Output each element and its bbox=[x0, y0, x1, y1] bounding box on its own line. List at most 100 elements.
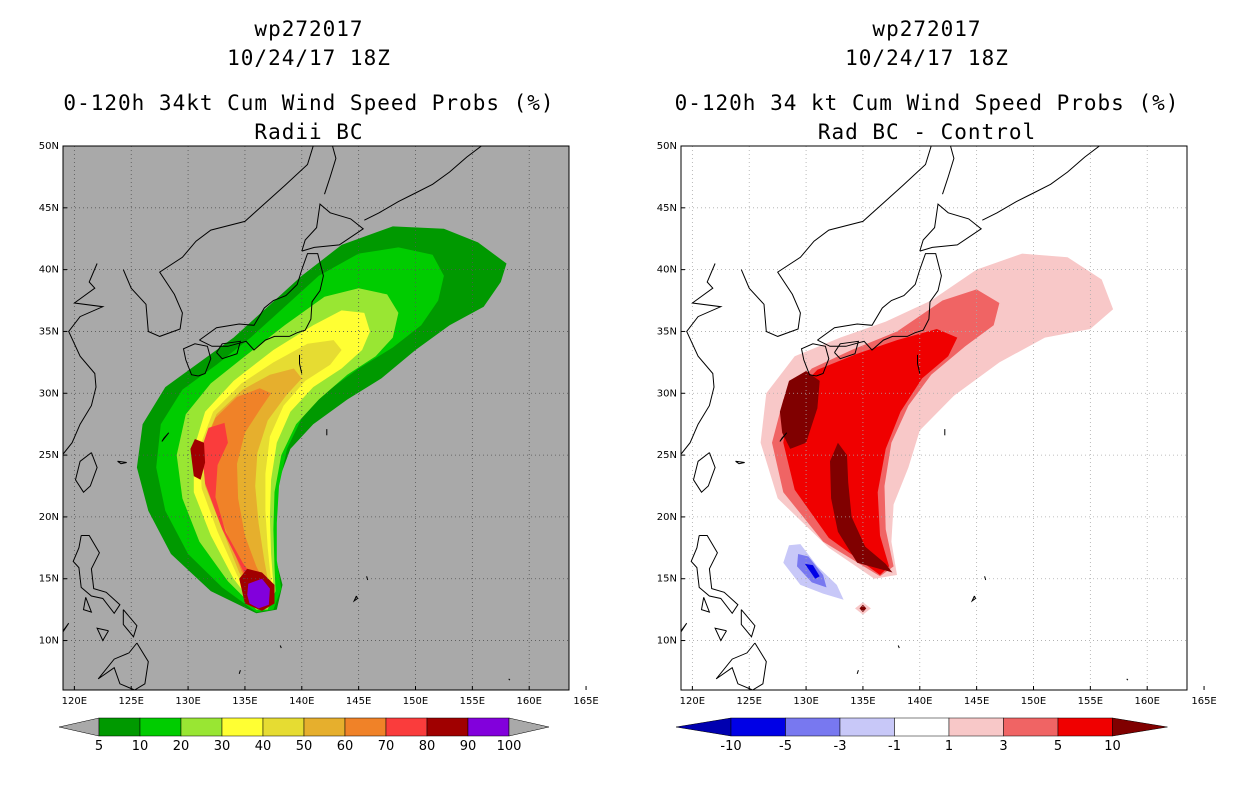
chart-title: 0-120h 34kt Cum Wind Speed Probs (%) bbox=[63, 91, 555, 115]
coastline bbox=[970, 595, 977, 603]
x-tick-label: 135E bbox=[850, 696, 875, 707]
colorbar-label: 70 bbox=[378, 739, 395, 754]
colorbar-box bbox=[139, 717, 182, 737]
colorbar-label: -5 bbox=[779, 739, 792, 754]
colorbar-label: 10 bbox=[1104, 739, 1121, 754]
colorbar-box bbox=[262, 717, 305, 737]
colorbar-arrow-low bbox=[58, 717, 100, 737]
chart-svg: 120E 125E 130E 135E 140E 145E 150E 155E 160E 165E… bbox=[657, 141, 1217, 754]
y-tick-label: 50N bbox=[657, 141, 677, 152]
coastline bbox=[72, 535, 121, 615]
colorbar-label: -1 bbox=[888, 739, 901, 754]
coastline bbox=[779, 432, 788, 442]
coastline bbox=[182, 343, 212, 377]
colorbar-label: 30 bbox=[214, 739, 231, 754]
y-tick-label: 25N bbox=[657, 450, 677, 461]
colorbar-label: 10 bbox=[132, 739, 149, 754]
chart-storm-id: wp272017 bbox=[872, 17, 982, 41]
x-tick-label: 135E bbox=[232, 696, 257, 707]
x-tick-label: 145E bbox=[964, 696, 989, 707]
coastline bbox=[161, 432, 170, 442]
x-tick-label: 140E bbox=[289, 696, 314, 707]
colorbar-box bbox=[467, 717, 510, 737]
x-tick-label: 165E bbox=[1191, 696, 1216, 707]
coastline bbox=[897, 645, 900, 649]
coastline bbox=[82, 597, 93, 613]
y-tick-label: 35N bbox=[657, 326, 677, 337]
plot-frame bbox=[62, 145, 570, 691]
colorbar-box bbox=[426, 717, 469, 737]
x-tick-label: 165E bbox=[573, 696, 598, 707]
coastline bbox=[692, 452, 716, 493]
colorbar-label: 5 bbox=[1054, 739, 1062, 754]
coastline bbox=[715, 642, 767, 690]
chart-title: 0-120h 34 kt Cum Wind Speed Probs (%) bbox=[674, 91, 1180, 115]
colorbar-box bbox=[180, 717, 223, 737]
contour-level-10 bbox=[830, 442, 893, 573]
y-tick-label: 30N bbox=[39, 388, 59, 399]
colorbar-label: -10 bbox=[720, 739, 741, 754]
coastline bbox=[982, 146, 1100, 221]
colorbar-box bbox=[344, 717, 387, 737]
colorbar-box bbox=[98, 717, 141, 737]
x-tick-label: 160E bbox=[516, 696, 541, 707]
coastline bbox=[508, 678, 511, 681]
colorbar-box bbox=[948, 717, 1004, 737]
chart-date: 10/24/17 18Z bbox=[227, 46, 391, 70]
coastline bbox=[117, 460, 127, 465]
coastline bbox=[984, 576, 987, 581]
colorbar-label: 20 bbox=[173, 739, 190, 754]
colorbar-label: 50 bbox=[296, 739, 313, 754]
coastline bbox=[917, 354, 921, 374]
colorbar-arrow-low bbox=[675, 717, 732, 737]
colorbar-box bbox=[785, 717, 841, 737]
x-tick-label: 120E bbox=[62, 696, 87, 707]
y-tick-label: 20N bbox=[657, 512, 677, 523]
coastline bbox=[122, 609, 138, 638]
coastline bbox=[96, 627, 109, 642]
coastline bbox=[299, 354, 303, 374]
x-tick-label: 150E bbox=[403, 696, 428, 707]
coastline bbox=[364, 146, 482, 221]
x-tick-label: 130E bbox=[175, 696, 200, 707]
colorbar-label: 40 bbox=[255, 739, 272, 754]
y-tick-label: 15N bbox=[39, 574, 59, 585]
colorbar-box bbox=[303, 717, 346, 737]
colorbar-label: -3 bbox=[834, 739, 847, 754]
x-tick-label: 120E bbox=[680, 696, 705, 707]
colorbar-label: 60 bbox=[337, 739, 354, 754]
y-tick-label: 10N bbox=[657, 636, 677, 647]
contour-level-neg5 bbox=[804, 563, 820, 579]
chart-svg: 120E 125E 130E 135E 140E 145E 150E 155E 160E 165E… bbox=[39, 141, 599, 754]
plot-area bbox=[63, 146, 569, 690]
y-tick-label: 45N bbox=[39, 203, 59, 214]
coastline bbox=[352, 595, 359, 603]
chart-panel-difference: wp272017 10/24/17 18Z 0-120h 34 kt Cum W… bbox=[618, 0, 1236, 800]
contour-level-70 bbox=[201, 422, 261, 601]
colorbar-box bbox=[221, 717, 264, 737]
y-tick-label: 35N bbox=[39, 326, 59, 337]
coastline bbox=[690, 535, 739, 615]
coastline bbox=[122, 146, 314, 337]
y-tick-label: 45N bbox=[657, 203, 677, 214]
y-tick-label: 10N bbox=[39, 636, 59, 647]
contour-level-10 bbox=[859, 604, 867, 613]
y-tick-label: 15N bbox=[657, 574, 677, 585]
coastline bbox=[740, 609, 756, 638]
colorbar-arrow-high bbox=[1112, 717, 1168, 737]
coastline bbox=[97, 642, 149, 690]
plot-frame bbox=[680, 145, 1188, 691]
colorbar-box bbox=[1057, 717, 1113, 737]
coastline bbox=[817, 253, 942, 351]
coastline bbox=[735, 460, 745, 465]
contour-level-10 bbox=[779, 371, 820, 449]
coastline bbox=[800, 343, 830, 377]
coastline bbox=[324, 146, 337, 195]
coastline bbox=[834, 340, 860, 360]
coastline bbox=[63, 263, 105, 455]
coastline bbox=[238, 670, 241, 675]
contour-level-90 bbox=[247, 578, 270, 609]
coastline bbox=[74, 452, 98, 493]
chart-panel-radii-bc: wp272017 10/24/17 18Z 0-120h 34kt Cum Wi… bbox=[39, 17, 599, 754]
colorbar-box bbox=[839, 717, 895, 737]
